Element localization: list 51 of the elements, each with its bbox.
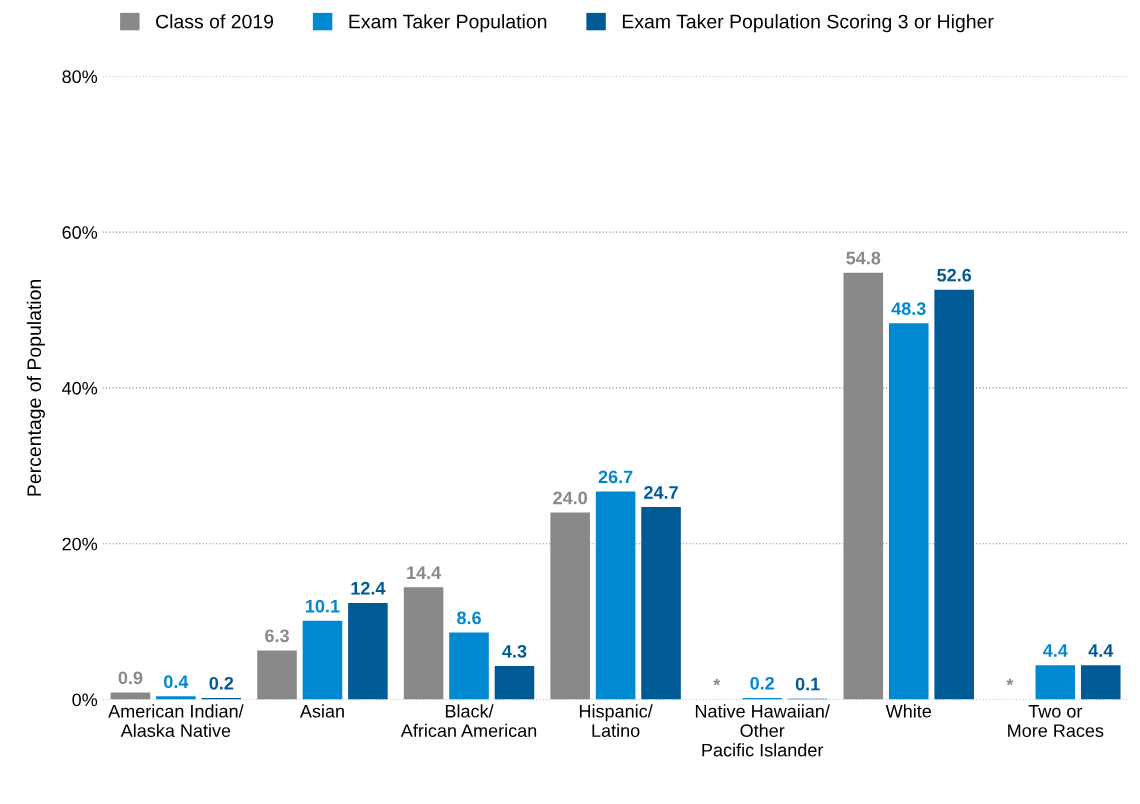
bar (888, 323, 929, 700)
bar (110, 692, 151, 700)
data-label: 48.3 (891, 302, 926, 316)
y-tick-label: 60% (62, 226, 98, 239)
data-label: 14.4 (407, 566, 442, 579)
data-label: 8.6 (457, 611, 481, 625)
x-tick-label: Black/ African American (400, 704, 537, 738)
data-label: 0.1 (795, 677, 820, 691)
bar (257, 650, 297, 700)
bar (1035, 665, 1076, 700)
legend-label: Class of 2019 (156, 14, 274, 29)
text: * (713, 678, 721, 686)
bar (403, 587, 444, 700)
data-label: 12.4 (351, 581, 386, 595)
data-label: 0.9 (118, 671, 143, 685)
x-tick-label: Asian (299, 704, 344, 718)
data-label: 24.7 (644, 486, 678, 499)
bar (156, 696, 196, 700)
y-tick-label: 40% (62, 381, 98, 395)
bar (934, 289, 974, 700)
y-tick-label: 80% (62, 70, 98, 84)
data-label: 54.8 (846, 251, 881, 265)
data-label: 10.1 (306, 599, 340, 613)
x-tick-label: Two or More Races (1008, 705, 1104, 738)
bar (449, 632, 489, 700)
data-label: 6.3 (265, 629, 289, 643)
data-label: 0.4 (164, 675, 189, 689)
bar (641, 507, 681, 700)
data-label: 4.3 (502, 644, 527, 658)
bar (348, 602, 388, 700)
text: * (1006, 678, 1014, 686)
data-label: 4.4 (1043, 644, 1068, 657)
data-label: 52.6 (937, 268, 972, 282)
data-label: 24.0 (553, 491, 587, 505)
y-tick-label: 0% (72, 693, 98, 707)
bar (494, 665, 535, 700)
y-axis-title: Percentage of Population (26, 280, 45, 496)
x-tick-label: White (885, 704, 932, 718)
legend-label: Exam Taker Population (349, 14, 547, 33)
legend-label: Exam Taker Population Scoring 3 or Higher (622, 14, 994, 33)
bar (595, 491, 636, 700)
data-label: 0.2 (750, 676, 774, 690)
y-tick-label: 20% (62, 537, 98, 551)
x-tick-label: American Indian/ Alaska Native (108, 704, 244, 738)
data-label: 4.4 (1088, 644, 1114, 657)
x-tick-label: Hispanic/ Latino (579, 704, 653, 738)
bar (302, 620, 343, 700)
bar (1080, 665, 1121, 700)
data-label: 0.2 (209, 676, 234, 690)
x-tick-label: Native Hawaiian/ Other Pacific Islander (695, 704, 830, 757)
data-label: 26.7 (598, 470, 633, 484)
